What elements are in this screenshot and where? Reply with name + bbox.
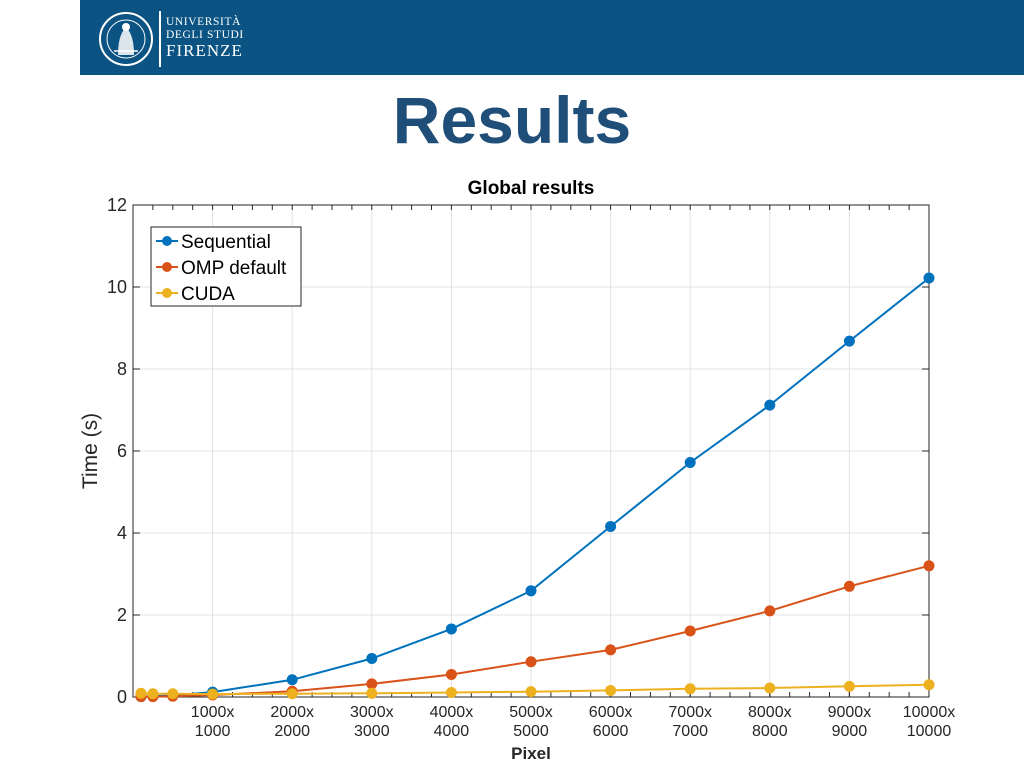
x-tick-label-line2: 6000 xyxy=(593,723,629,740)
x-tick-label-line2: 10000 xyxy=(907,723,952,740)
x-tick-label-line1: 3000x xyxy=(350,704,394,721)
data-point-series-1 xyxy=(605,644,617,656)
x-tick-label-line2: 8000 xyxy=(752,723,788,740)
x-tick-label-line2: 4000 xyxy=(434,723,470,740)
x-tick-label-line1: 5000x xyxy=(509,704,553,721)
y-tick-label: 6 xyxy=(117,441,127,461)
x-tick-label-line2: 3000 xyxy=(354,723,390,740)
legend-label-0: Sequential xyxy=(181,232,271,253)
faint-watermark xyxy=(0,748,220,768)
data-point-series-0 xyxy=(525,585,537,597)
data-point-series-0 xyxy=(445,623,457,635)
data-point-series-2 xyxy=(525,686,537,698)
legend-marker-2 xyxy=(162,288,172,298)
x-tick-label-line1: 2000x xyxy=(270,704,314,721)
data-point-series-2 xyxy=(843,680,855,692)
university-logo[interactable]: UNIVERSITÀ DEGLI STUDI FIRENZE xyxy=(98,8,258,70)
data-point-series-2 xyxy=(207,688,219,700)
data-point-series-2 xyxy=(684,683,696,695)
data-point-series-1 xyxy=(525,656,537,668)
x-tick-label-line1: 4000x xyxy=(430,704,474,721)
logo-line-firenze: FIRENZE xyxy=(166,41,243,60)
data-point-series-1 xyxy=(764,605,776,617)
y-tick-label: 8 xyxy=(117,359,127,379)
data-point-series-2 xyxy=(605,684,617,696)
x-tick-label-line1: 10000x xyxy=(903,704,956,721)
data-point-series-2 xyxy=(147,688,159,700)
y-tick-label: 4 xyxy=(117,523,127,543)
chart-title: Global results xyxy=(468,178,595,199)
x-tick-label-line2: 1000 xyxy=(195,723,231,740)
x-tick-label-line2: 7000 xyxy=(672,723,708,740)
legend-label-1: OMP default xyxy=(181,258,287,279)
y-tick-label: 0 xyxy=(117,687,127,707)
data-point-series-2 xyxy=(445,686,457,698)
slide-title: Results xyxy=(392,83,632,157)
data-point-series-2 xyxy=(366,687,378,699)
data-point-series-1 xyxy=(923,560,935,572)
y-axis-label: Time (s) xyxy=(79,413,102,489)
data-point-series-2 xyxy=(135,687,147,699)
data-point-series-2 xyxy=(764,682,776,694)
data-point-series-0 xyxy=(843,335,855,347)
y-tick-label: 10 xyxy=(107,277,127,297)
data-point-series-0 xyxy=(605,520,617,532)
data-point-series-2 xyxy=(167,688,179,700)
x-tick-label-line1: 9000x xyxy=(828,704,872,721)
data-point-series-0 xyxy=(286,674,298,686)
data-point-series-0 xyxy=(366,652,378,664)
data-point-series-1 xyxy=(445,668,457,680)
data-point-series-0 xyxy=(764,399,776,411)
x-tick-label-line1: 8000x xyxy=(748,704,792,721)
x-tick-label-line1: 1000x xyxy=(191,704,235,721)
y-tick-label: 12 xyxy=(107,195,127,215)
data-point-series-1 xyxy=(366,678,378,690)
legend-marker-0 xyxy=(162,236,172,246)
data-point-series-0 xyxy=(684,456,696,468)
logo-line-degli-studi: DEGLI STUDI xyxy=(166,29,244,41)
logo-wordmark: UNIVERSITÀ DEGLI STUDI FIRENZE xyxy=(166,16,244,60)
x-tick-label-line1: 7000x xyxy=(668,704,712,721)
logo-divider xyxy=(159,11,161,67)
data-point-series-2 xyxy=(923,679,935,691)
data-point-series-1 xyxy=(843,580,855,592)
data-point-series-2 xyxy=(286,688,298,700)
x-tick-label-line2: 5000 xyxy=(513,723,549,740)
x-tick-label-line2: 9000 xyxy=(832,723,868,740)
university-seal-icon xyxy=(99,12,153,66)
y-tick-label: 2 xyxy=(117,605,127,625)
logo-line-universita: UNIVERSITÀ xyxy=(166,16,241,28)
data-point-series-1 xyxy=(684,625,696,637)
x-axis-label: Pixel xyxy=(511,744,551,763)
x-tick-label-line1: 6000x xyxy=(589,704,633,721)
x-tick-label-line2: 2000 xyxy=(274,723,310,740)
data-point-series-0 xyxy=(923,272,935,284)
header-bar xyxy=(80,0,1024,75)
legend-marker-1 xyxy=(162,262,172,272)
legend-label-2: CUDA xyxy=(181,284,235,305)
